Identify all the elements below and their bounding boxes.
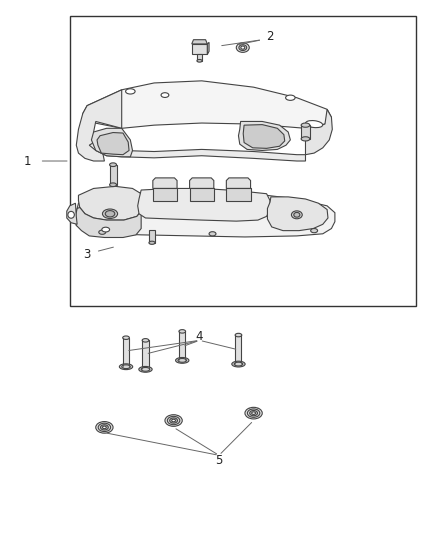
Ellipse shape xyxy=(250,410,258,416)
Polygon shape xyxy=(75,207,141,238)
Ellipse shape xyxy=(165,415,182,426)
Ellipse shape xyxy=(139,367,152,372)
Ellipse shape xyxy=(102,227,110,232)
Polygon shape xyxy=(97,133,129,155)
Polygon shape xyxy=(238,122,290,150)
Ellipse shape xyxy=(234,362,243,366)
Ellipse shape xyxy=(126,89,135,94)
Polygon shape xyxy=(192,39,207,44)
Ellipse shape xyxy=(172,419,176,422)
Polygon shape xyxy=(142,341,148,369)
Polygon shape xyxy=(305,109,332,155)
Polygon shape xyxy=(110,165,117,185)
Polygon shape xyxy=(92,128,133,157)
Text: 5: 5 xyxy=(215,454,223,467)
Ellipse shape xyxy=(301,123,310,127)
Ellipse shape xyxy=(96,422,113,433)
Ellipse shape xyxy=(98,423,111,432)
Ellipse shape xyxy=(161,93,169,98)
Polygon shape xyxy=(226,178,251,189)
Ellipse shape xyxy=(110,163,117,166)
Polygon shape xyxy=(75,191,335,237)
Polygon shape xyxy=(179,332,185,360)
Ellipse shape xyxy=(311,229,318,233)
Ellipse shape xyxy=(294,213,300,217)
Ellipse shape xyxy=(179,329,186,333)
Polygon shape xyxy=(192,44,207,54)
Ellipse shape xyxy=(178,359,187,362)
Polygon shape xyxy=(207,42,209,54)
Polygon shape xyxy=(190,178,214,189)
Ellipse shape xyxy=(239,45,247,51)
Text: 3: 3 xyxy=(83,248,91,261)
Bar xyxy=(70,16,416,306)
Polygon shape xyxy=(149,230,155,243)
Ellipse shape xyxy=(236,43,249,52)
Ellipse shape xyxy=(100,425,108,430)
Polygon shape xyxy=(83,81,332,128)
Ellipse shape xyxy=(167,416,180,425)
Ellipse shape xyxy=(247,409,260,417)
Ellipse shape xyxy=(197,60,202,62)
Polygon shape xyxy=(153,189,177,200)
Polygon shape xyxy=(268,197,328,231)
Ellipse shape xyxy=(149,241,155,244)
Polygon shape xyxy=(153,178,177,189)
Polygon shape xyxy=(138,189,270,221)
Polygon shape xyxy=(301,125,310,139)
Ellipse shape xyxy=(120,364,133,369)
Ellipse shape xyxy=(99,230,106,235)
Ellipse shape xyxy=(105,211,115,217)
Ellipse shape xyxy=(286,95,295,100)
Polygon shape xyxy=(243,125,285,148)
Ellipse shape xyxy=(102,426,106,429)
Text: 1: 1 xyxy=(24,155,32,167)
Polygon shape xyxy=(123,338,129,367)
Polygon shape xyxy=(67,203,77,224)
Ellipse shape xyxy=(245,407,262,419)
Ellipse shape xyxy=(241,46,245,49)
Polygon shape xyxy=(78,187,141,220)
Ellipse shape xyxy=(252,412,255,414)
Polygon shape xyxy=(190,189,214,200)
Ellipse shape xyxy=(123,336,129,340)
Polygon shape xyxy=(76,90,122,161)
Ellipse shape xyxy=(306,120,323,127)
Ellipse shape xyxy=(142,338,149,342)
Ellipse shape xyxy=(141,367,150,372)
Ellipse shape xyxy=(68,212,74,218)
Text: 4: 4 xyxy=(196,329,203,343)
Ellipse shape xyxy=(291,211,302,219)
Ellipse shape xyxy=(176,358,189,364)
Polygon shape xyxy=(89,142,305,161)
Ellipse shape xyxy=(170,418,177,423)
Ellipse shape xyxy=(235,333,242,337)
Ellipse shape xyxy=(301,137,310,141)
Text: 2: 2 xyxy=(266,29,273,43)
Ellipse shape xyxy=(110,183,117,187)
Ellipse shape xyxy=(102,209,117,219)
Ellipse shape xyxy=(209,232,216,236)
Polygon shape xyxy=(198,54,202,61)
Polygon shape xyxy=(226,189,251,200)
Polygon shape xyxy=(236,335,241,364)
Ellipse shape xyxy=(122,365,130,369)
Ellipse shape xyxy=(232,361,245,367)
